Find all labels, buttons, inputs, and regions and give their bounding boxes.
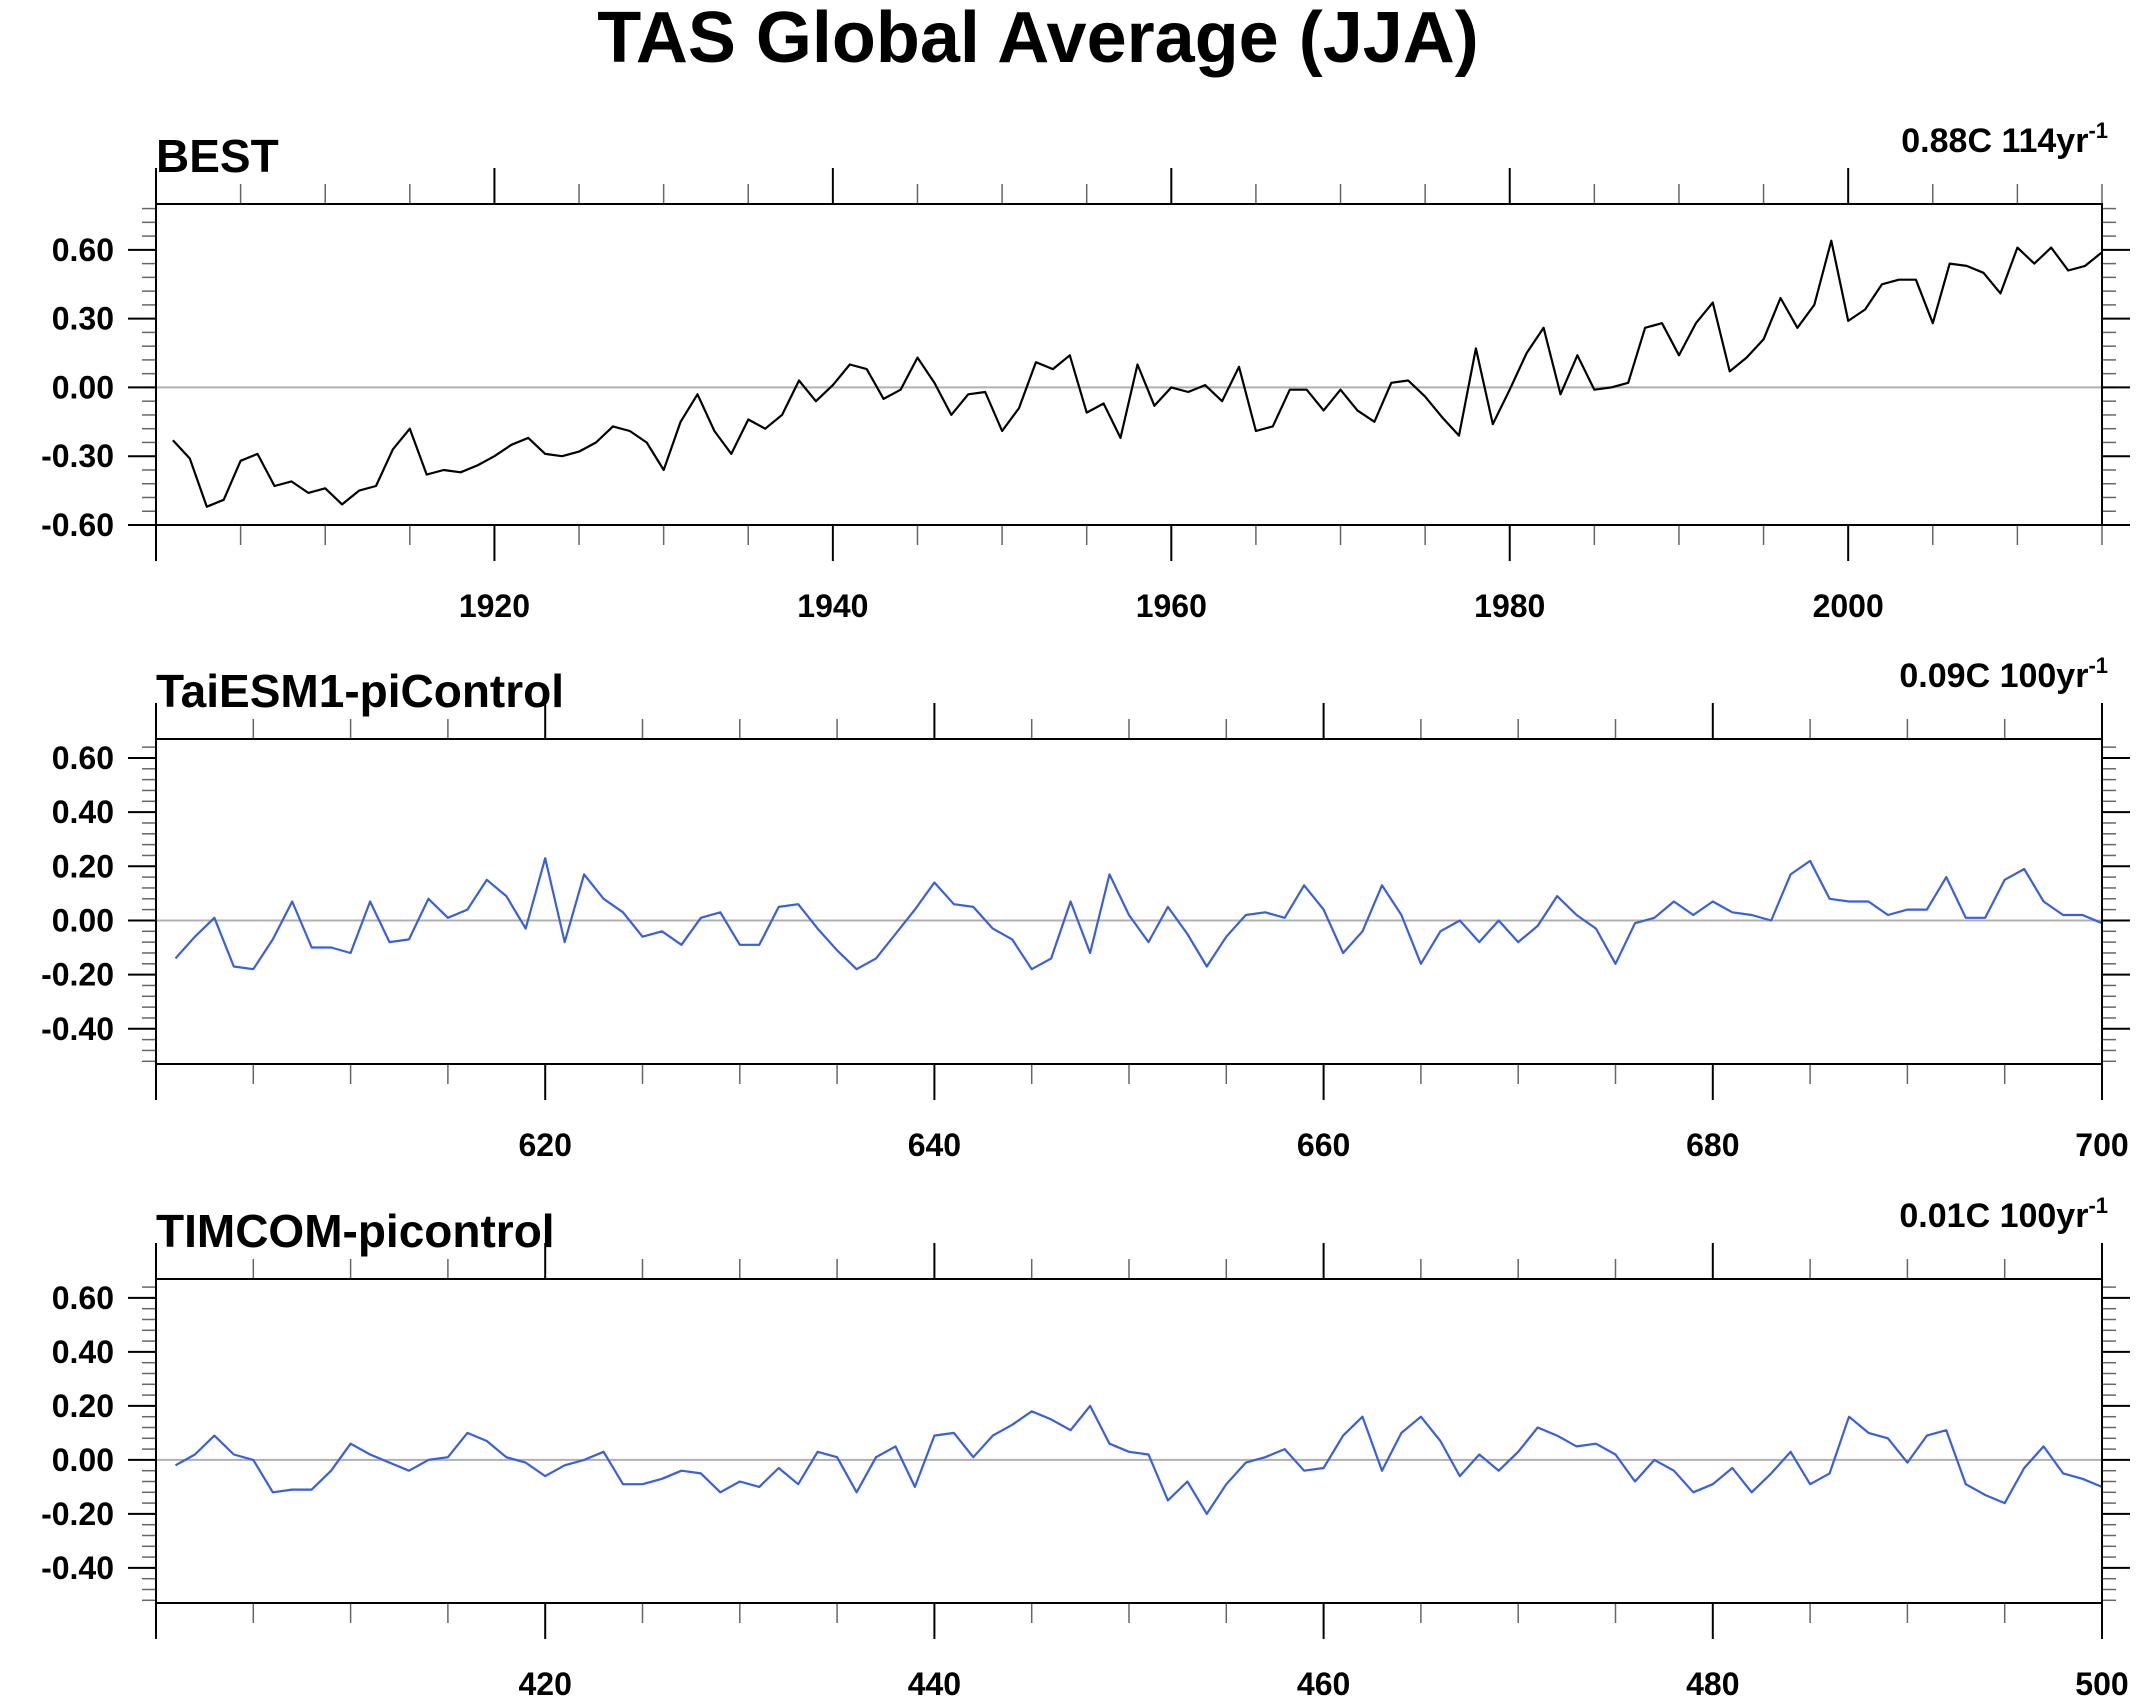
y-tick-label: 0.00: [52, 902, 114, 938]
panel-trend-exponent: -1: [2088, 118, 2108, 143]
series-line-1: [174, 857, 2103, 971]
panel-title: TIMCOM-picontrol: [156, 1205, 555, 1257]
x-tick-label: 500: [2075, 1666, 2128, 1702]
y-tick-label: 0.00: [52, 1442, 114, 1478]
chart-panel-3: TIMCOM-picontrol 0.01C 100yr-1 -0.40 -0.20 0…: [41, 1193, 2130, 1702]
y-tick-label: 0.20: [52, 1388, 114, 1424]
y-tick-label: 0.40: [52, 794, 114, 830]
panels: BEST 0.88C 114yr-1-0.60-0.300.000.300.601…: [41, 118, 2130, 1702]
x-tick-label: 1960: [1136, 588, 1207, 624]
x-tick-label: 660: [1297, 1127, 1350, 1163]
y-tick-label: -0.60: [41, 507, 114, 543]
plot-frame: [155, 738, 2103, 1065]
x-tick-label: 420: [519, 1666, 572, 1702]
panel-trend-value: 0.01C 100yr: [1899, 1197, 2088, 1235]
y-tick-label: 0.00: [52, 369, 114, 405]
series-line-1: [172, 239, 2103, 508]
y-tick-label: 0.40: [52, 1334, 114, 1370]
x-tick-label: 440: [908, 1666, 961, 1702]
panel-trend-value: 0.09C 100yr: [1899, 657, 2088, 695]
x-tick-label: 1980: [1474, 588, 1545, 624]
y-tick-label: -0.30: [41, 438, 114, 474]
y-tick-label: 0.60: [52, 232, 114, 268]
chart-panel-2: TaiESM1-piControl 0.09C 100yr-1 -0.40 -0.20…: [41, 653, 2130, 1163]
panel-trend-label: 0.88C 114yr-1: [1901, 118, 2108, 160]
y-tick-label: 0.20: [52, 848, 114, 884]
plot-frame: [155, 203, 2103, 526]
x-tick-label: 700: [2075, 1127, 2128, 1163]
x-tick-label: 2000: [1813, 588, 1884, 624]
panel-trend-exponent: -1: [2088, 653, 2108, 678]
y-tick-label: -0.20: [41, 1496, 114, 1532]
plot-frame: [155, 1278, 2103, 1604]
x-tick-label: 620: [519, 1127, 572, 1163]
figure-title: TAS Global Average (JJA): [597, 0, 1479, 78]
series-line-1: [174, 1404, 2103, 1516]
y-tick-label: -0.40: [41, 1011, 114, 1047]
panel-trend-value: 0.88C 114yr: [1901, 122, 2088, 160]
y-tick-label: -0.40: [41, 1550, 114, 1586]
y-tick-label: -0.20: [41, 957, 114, 993]
x-tick-label: 460: [1297, 1666, 1350, 1702]
panel-trend-label: 0.01C 100yr-1: [1899, 1193, 2108, 1235]
y-tick-label: 0.60: [52, 1280, 114, 1316]
panel-trend-exponent: -1: [2088, 1193, 2108, 1218]
x-tick-label: 1940: [797, 588, 868, 624]
panel-trend-label: 0.09C 100yr-1: [1899, 653, 2108, 695]
panel-title: BEST: [156, 130, 279, 182]
panel-title: TaiESM1-piControl: [156, 665, 564, 717]
x-tick-label: 680: [1686, 1127, 1739, 1163]
y-tick-label: 0.30: [52, 301, 114, 337]
y-tick-label: 0.60: [52, 740, 114, 776]
chart-panel-1: BEST 0.88C 114yr-1 -0.60 -0.30 0.00 0.30 0.60 1…: [41, 118, 2130, 624]
x-tick-label: 480: [1686, 1666, 1739, 1702]
x-tick-label: 640: [908, 1127, 961, 1163]
x-tick-label: 1920: [459, 588, 530, 624]
